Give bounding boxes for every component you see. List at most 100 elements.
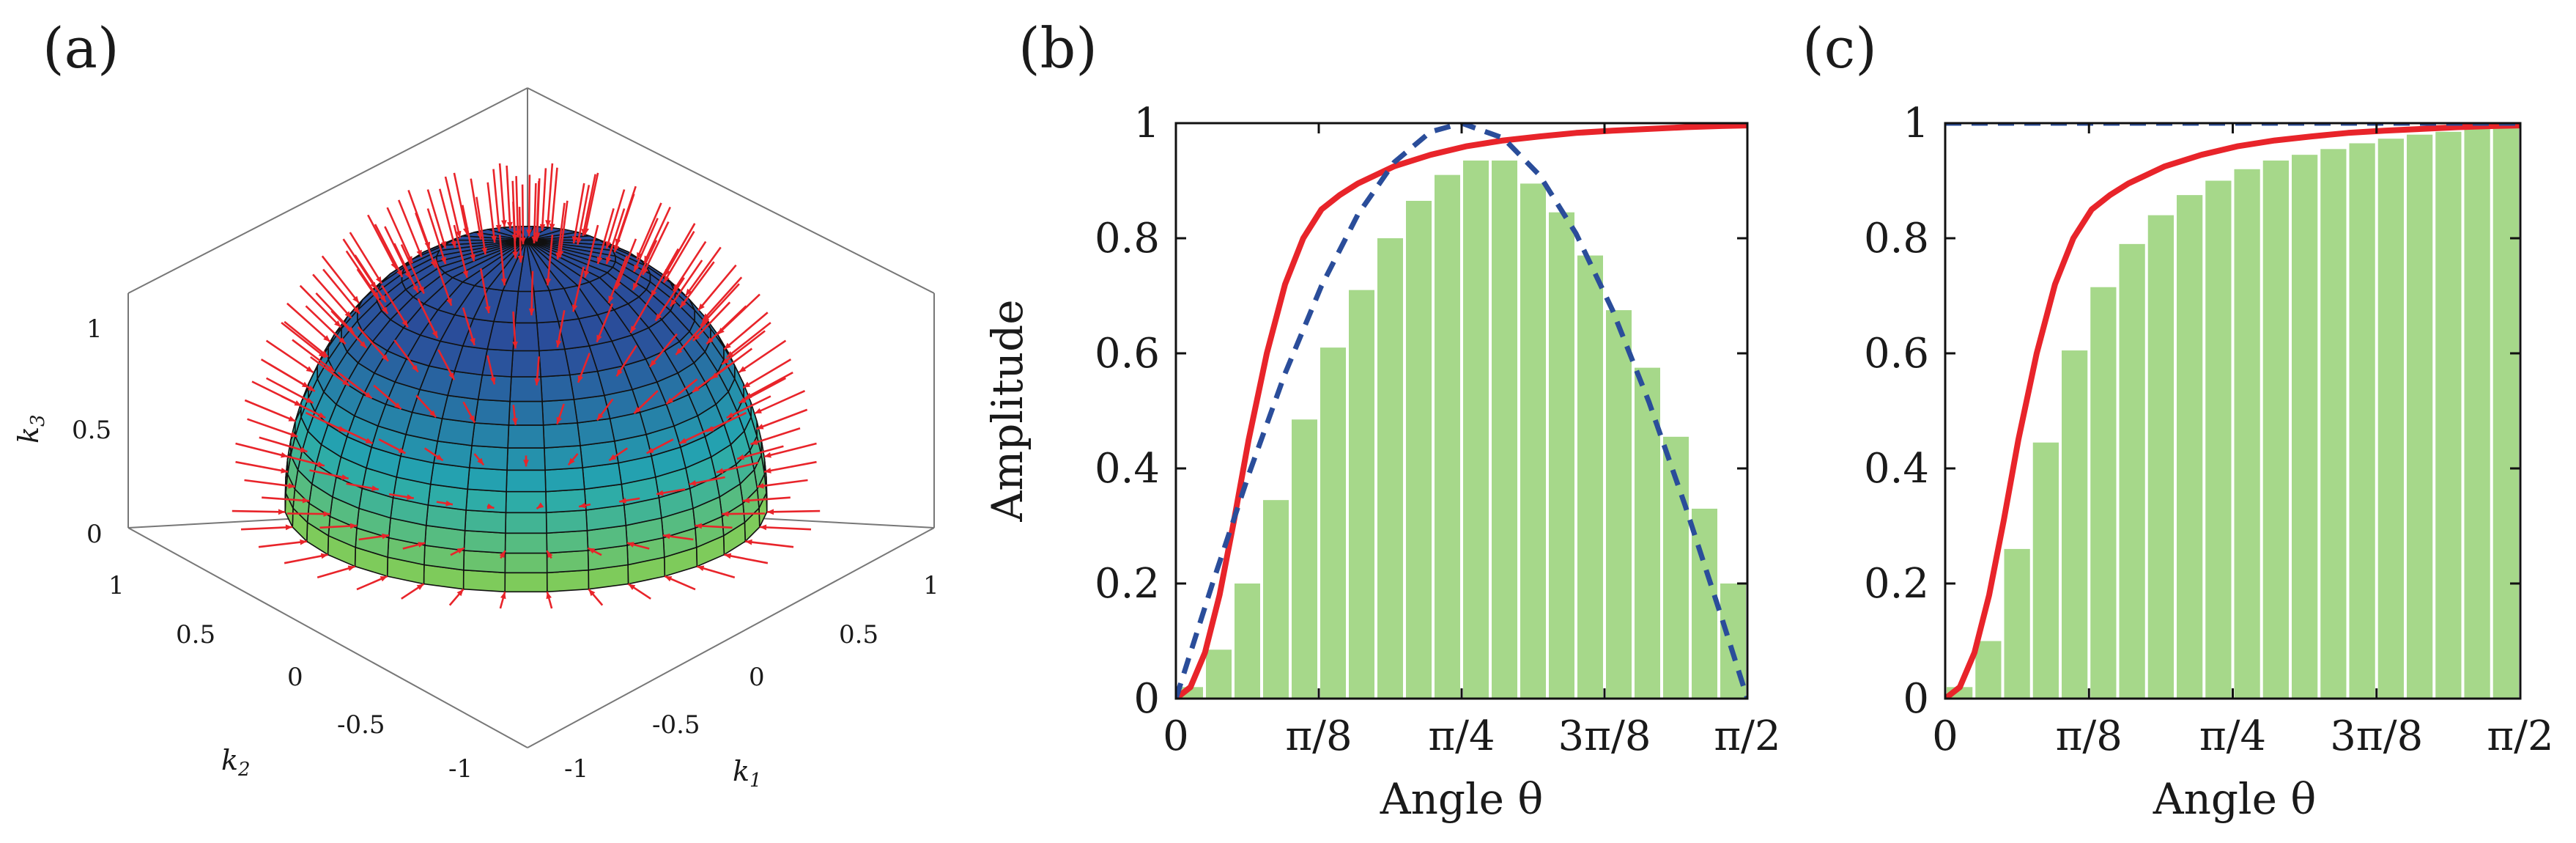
- arrow: [235, 460, 289, 473]
- k3-tick-0.5: 0.5: [72, 416, 111, 445]
- k2-tick--1: -1: [448, 754, 473, 784]
- arrow: [492, 169, 500, 232]
- arrow-head: [520, 238, 526, 245]
- arrow: [675, 318, 710, 356]
- arrow-head: [605, 240, 612, 249]
- ytick-label-b-2: 0.4: [1095, 445, 1160, 493]
- arrow-head: [759, 524, 767, 531]
- arrow: [286, 512, 330, 515]
- arrow: [648, 333, 678, 368]
- arrow-head: [462, 270, 469, 278]
- arrow: [284, 320, 329, 358]
- arrow-head: [512, 341, 518, 349]
- arrow-head: [416, 584, 424, 590]
- arrow-head: [517, 255, 524, 263]
- arrow-head: [531, 236, 538, 243]
- arrow: [312, 273, 352, 319]
- arrow: [654, 277, 685, 322]
- arrow-head: [321, 350, 328, 357]
- arrow-head: [664, 269, 670, 276]
- panel-b-chart: 0 0.2 0.4 0.6 0.8 1 0 π/8 π/4 3π/8 π/2: [1095, 100, 1781, 760]
- arrow-head: [697, 565, 705, 571]
- surface-patch: [511, 350, 541, 378]
- arrow: [633, 218, 659, 273]
- arrow: [475, 196, 486, 255]
- bar-b-14: [1577, 255, 1603, 699]
- surface-patch: [541, 399, 579, 426]
- bar-c-19: [2492, 125, 2519, 699]
- arrow-head: [338, 337, 346, 345]
- arrow-head: [764, 468, 771, 474]
- arrow-head: [365, 391, 372, 399]
- surface-patch: [538, 348, 571, 378]
- arrow-head: [499, 551, 506, 559]
- arrow-head: [486, 503, 495, 509]
- arrow-head: [634, 264, 640, 272]
- bar-b-6: [1349, 290, 1374, 699]
- arrow: [434, 259, 453, 306]
- arrow-head: [318, 412, 326, 418]
- arrow-head: [338, 426, 346, 432]
- arrow-head: [608, 295, 614, 303]
- arrow-head: [446, 298, 452, 306]
- arrow-head: [614, 244, 620, 252]
- arrow: [486, 182, 496, 243]
- arrow: [547, 234, 554, 286]
- arrow: [723, 312, 769, 350]
- k2-tick-0: 0: [287, 663, 303, 692]
- arrow: [706, 411, 747, 432]
- arrow-head: [308, 385, 315, 391]
- arrow-head: [628, 584, 636, 590]
- arrow-head: [679, 438, 687, 443]
- surface-patch: [462, 569, 506, 593]
- arrow-head: [349, 523, 358, 529]
- arrow: [736, 445, 784, 460]
- k1-tick-1: 1: [923, 571, 939, 600]
- ytick-label-b-0: 0: [1133, 675, 1160, 723]
- arrow-head: [739, 397, 747, 403]
- arrow-head: [456, 589, 464, 597]
- k3-axis-label: k3: [12, 414, 49, 443]
- arrow: [281, 395, 326, 419]
- arrow: [470, 178, 482, 240]
- arrow: [615, 185, 637, 246]
- arrow: [596, 303, 614, 343]
- bar-c-3: [2032, 442, 2059, 699]
- arrow-head: [726, 412, 734, 418]
- arrow: [721, 330, 766, 366]
- arrow-head: [576, 238, 582, 245]
- arrow: [692, 364, 730, 394]
- arrow-head: [490, 377, 496, 385]
- arrow: [572, 266, 585, 312]
- k2-axis: 1 0.5 0 -0.5 -1 k2: [108, 571, 473, 784]
- arrow-head: [583, 227, 590, 235]
- ytick-label-c-2: 0.4: [1864, 445, 1929, 493]
- arrow: [506, 165, 511, 229]
- arrow-head: [352, 295, 359, 303]
- ytick-label-c-0: 0: [1903, 675, 1929, 723]
- arrow-head: [546, 592, 552, 600]
- bar-b-15: [1606, 310, 1632, 699]
- arrow: [530, 270, 534, 316]
- xtick-label-b-3: 3π/8: [1558, 713, 1651, 760]
- arrow-head: [583, 270, 590, 278]
- arrow-head: [673, 284, 680, 292]
- arrow-head: [706, 337, 714, 345]
- arrow: [745, 540, 794, 548]
- bar-c-2: [2004, 548, 2030, 699]
- arrow: [669, 259, 703, 307]
- arrow-head: [655, 313, 662, 321]
- surface-patch: [465, 488, 507, 514]
- arrow-head: [500, 592, 506, 600]
- arrow-head: [440, 240, 447, 249]
- arrow-head: [692, 386, 700, 393]
- arrow: [286, 302, 331, 343]
- arrow-head: [743, 381, 751, 388]
- arrow-head: [327, 365, 335, 372]
- surface-patch: [473, 399, 511, 426]
- series-b-red-curve: [1176, 123, 1747, 699]
- xtick-label-b-2: π/4: [1428, 713, 1495, 760]
- arrow: [337, 371, 373, 400]
- arrow-head: [609, 454, 617, 461]
- arrow: [742, 496, 791, 502]
